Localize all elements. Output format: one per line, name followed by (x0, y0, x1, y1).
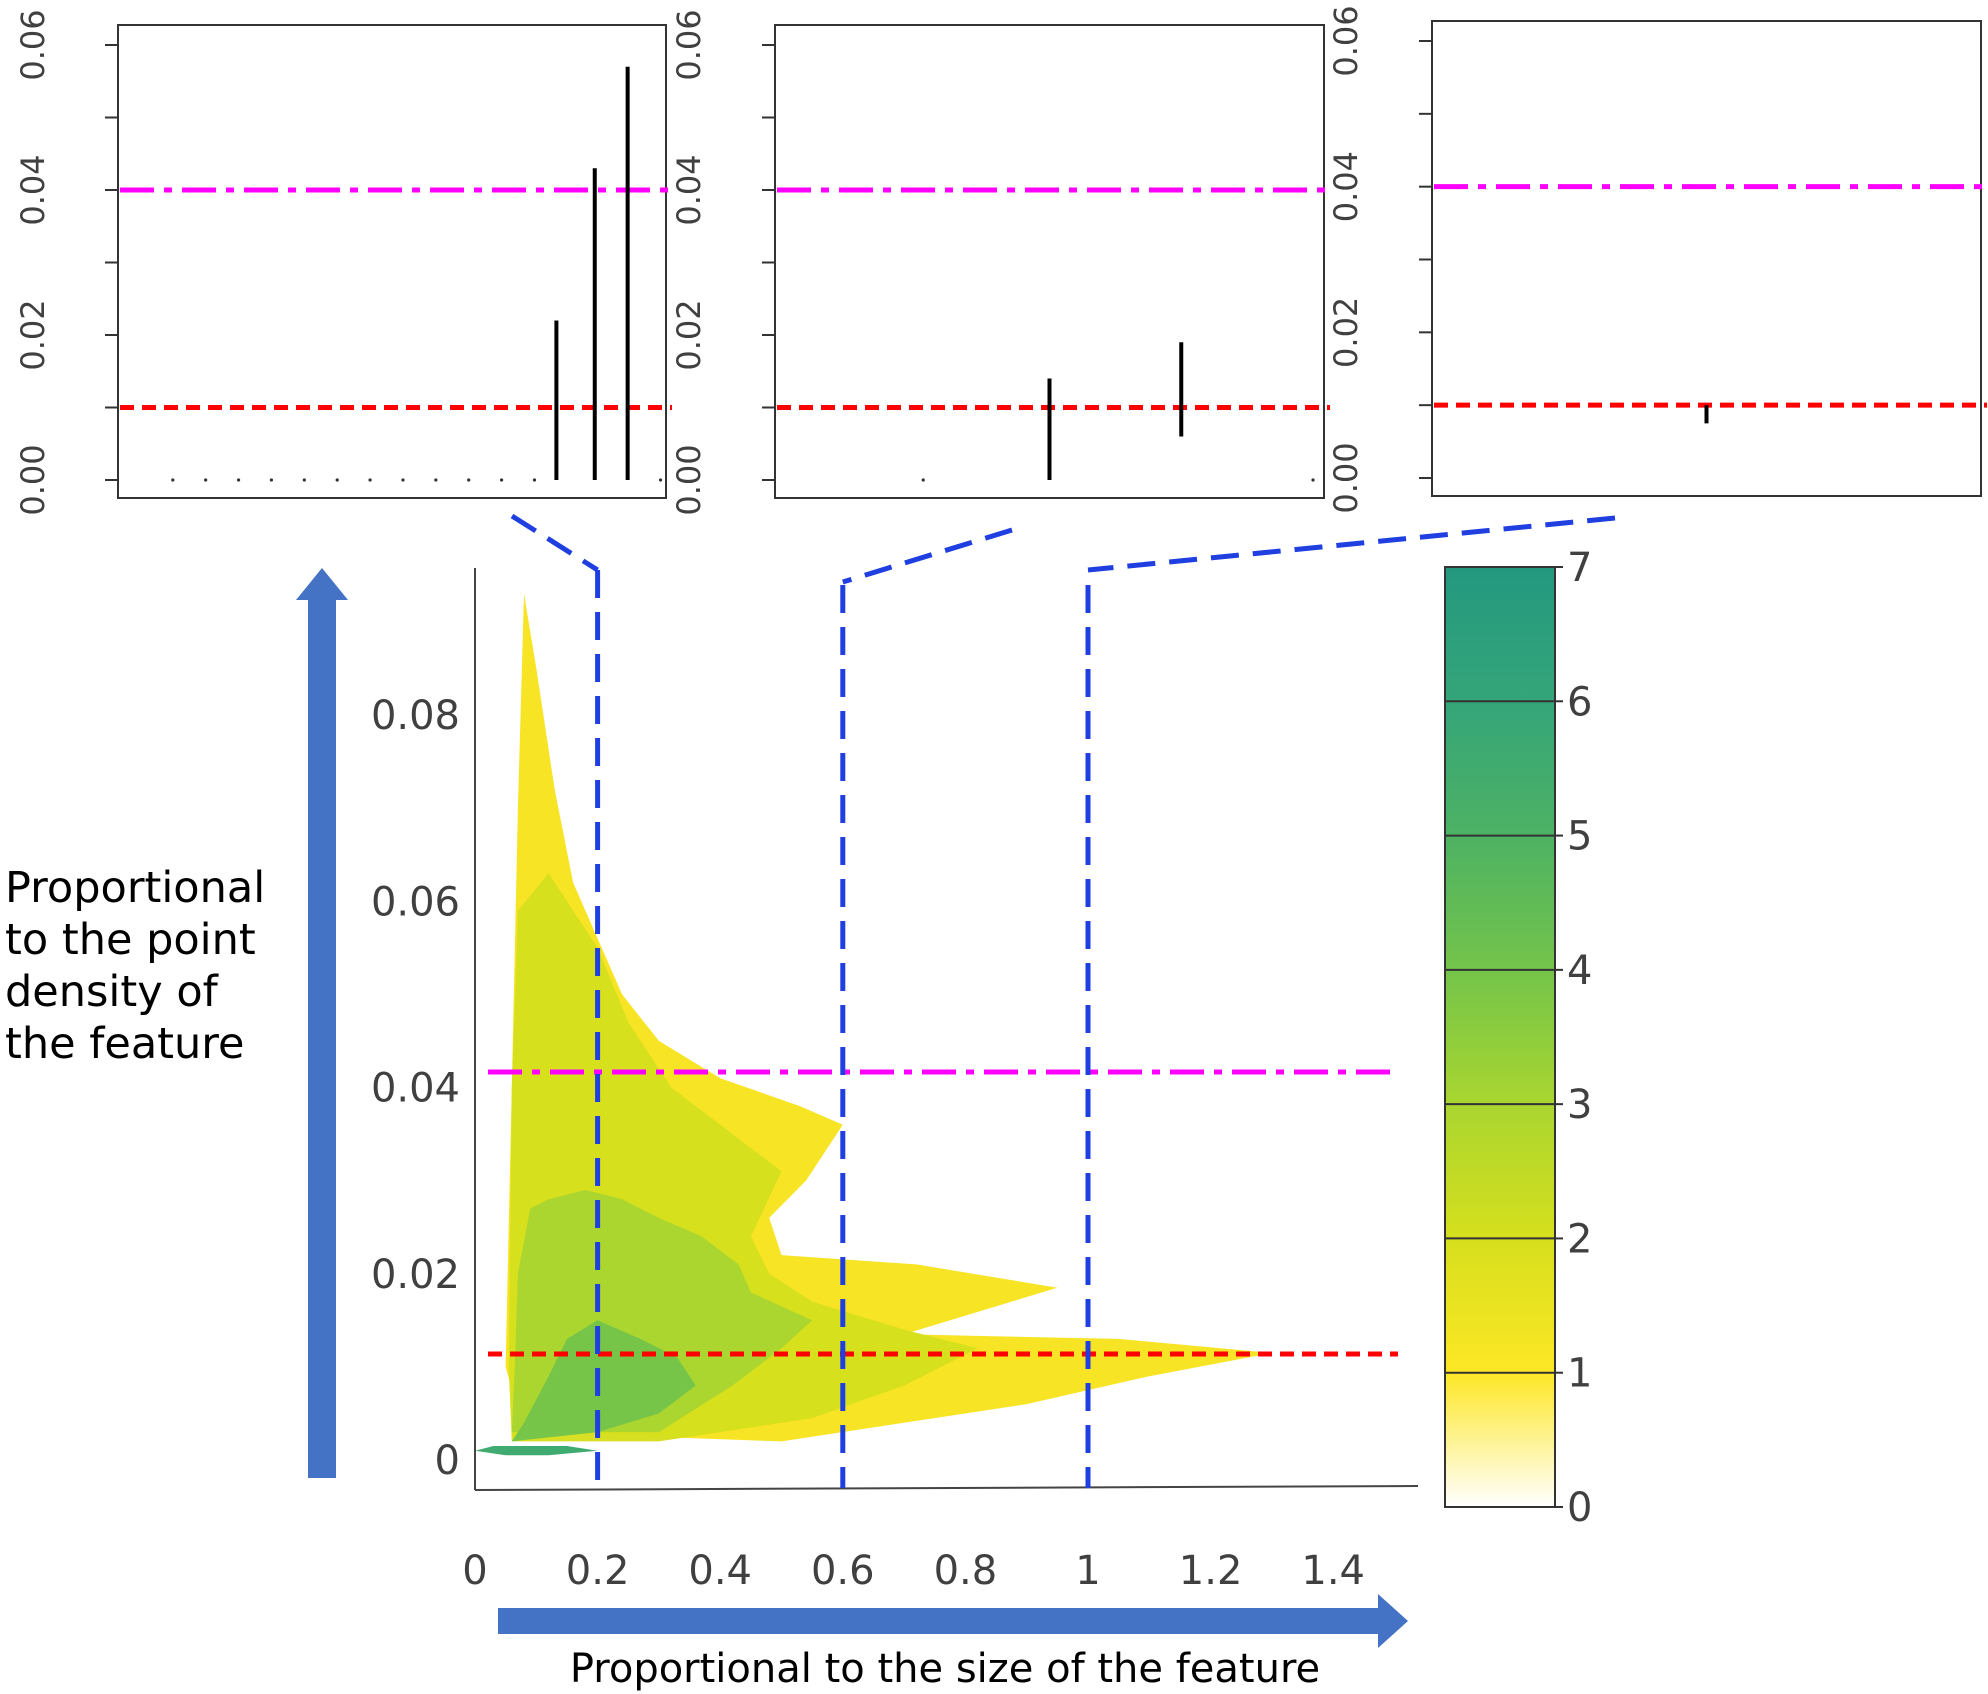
zero-dot (204, 478, 208, 482)
x-tick-label: 1.4 (1301, 1548, 1365, 1594)
zero-dot (500, 478, 504, 482)
zero-dot (236, 478, 241, 482)
y-arrow-shaft (308, 600, 336, 1478)
y-axis-label-line: the feature (5, 1019, 244, 1069)
colorbar-tick-label: 6 (1567, 679, 1592, 725)
colorbar-tick-label: 5 (1567, 814, 1592, 860)
y-tick-label: 0.06 (14, 9, 52, 80)
zero-dot (921, 478, 925, 482)
zoom-connector-lines (510, 513, 1616, 585)
y-tick-label: 0.02 (371, 1252, 460, 1298)
y-tick-label: 0.00 (670, 444, 708, 515)
y-tick-label: 0.04 (371, 1066, 460, 1112)
zero-dot (269, 478, 274, 482)
zero-dot (532, 478, 537, 482)
x-axis-line (474, 1485, 1419, 1491)
y-tick-label: 0.02 (14, 299, 52, 370)
colorbar-tick-label: 4 (1567, 948, 1592, 994)
zero-dot (434, 478, 438, 482)
panel-frame (1431, 20, 1982, 497)
x-arrow-head (1378, 1594, 1408, 1648)
x-tick-label: 1 (1075, 1548, 1100, 1594)
y-tick-label: 0.02 (1327, 297, 1365, 368)
y-tick-label: 0.00 (14, 444, 52, 515)
y-tick-label: 0 (435, 1438, 460, 1484)
x-tick-label: 0.6 (811, 1548, 875, 1594)
y-tick-label: 0.02 (670, 299, 708, 370)
colorbar: 0 1 2 3 4 5 6 7 (1444, 545, 1592, 1531)
x-arrow-shaft (498, 1608, 1378, 1634)
x-axis-label: Proportional to the size of the feature (570, 1646, 1320, 1692)
zero-dot (171, 478, 175, 482)
density-layer-4 (511, 1320, 696, 1442)
y-tick-label: 0.06 (1327, 5, 1365, 76)
y-tick-label: 0.00 (1327, 442, 1365, 513)
top-middle-panel: 0.00 0.02 0.04 0.06 (670, 9, 1330, 516)
x-tick-label: 0.8 (934, 1548, 998, 1594)
y-tick-label: 0.06 (371, 879, 460, 925)
x-tick-label: 0.2 (566, 1548, 630, 1594)
y-tick-label: 0.04 (1327, 151, 1365, 222)
connector-line (510, 513, 599, 573)
connector-line (1087, 515, 1616, 573)
top-right-panel: 0.00 0.02 0.04 0.06 (1327, 5, 1987, 514)
zero-dot (467, 478, 471, 482)
colorbar-tick-label: 2 (1567, 1216, 1592, 1262)
connector-line (842, 527, 1013, 585)
zero-dot (401, 478, 405, 482)
y-arrow-head (296, 568, 348, 600)
zero-dot (368, 478, 372, 482)
y-tick-label: 0.04 (670, 154, 708, 225)
zero-dot (1311, 478, 1315, 482)
colorbar-tick-label: 3 (1567, 1082, 1592, 1128)
x-tick-label: 0 (462, 1548, 487, 1594)
zero-dot (302, 478, 306, 482)
density-layer-6 (475, 1446, 598, 1456)
colorbar-tick-label: 7 (1567, 545, 1592, 591)
panel-frame (117, 24, 667, 499)
colorbar-tick-label: 1 (1567, 1351, 1592, 1397)
y-tick-label: 0.08 (371, 693, 460, 739)
zero-dot (658, 478, 663, 482)
y-tick-label: 0.06 (670, 9, 708, 80)
colorbar-fill (1444, 566, 1556, 1508)
x-tick-label: 1.2 (1179, 1548, 1243, 1594)
y-axis-label-line: Proportional (5, 863, 265, 913)
main-chart: 0 0.02 0.04 0.06 0.08 0 0.2 0.4 0.6 0.8 1 1.2 1.4 (371, 568, 1419, 1594)
y-axis-label-line: density of (5, 967, 219, 1017)
y-tick-label: 0.04 (14, 154, 52, 225)
y-axis-label-line: to the point (5, 915, 256, 965)
colorbar-tick-label: 0 (1567, 1485, 1592, 1531)
top-left-panel: 0.00 0.02 0.04 0.06 (14, 9, 672, 516)
x-tick-label: 0.4 (688, 1548, 752, 1594)
zero-dot (335, 478, 339, 482)
